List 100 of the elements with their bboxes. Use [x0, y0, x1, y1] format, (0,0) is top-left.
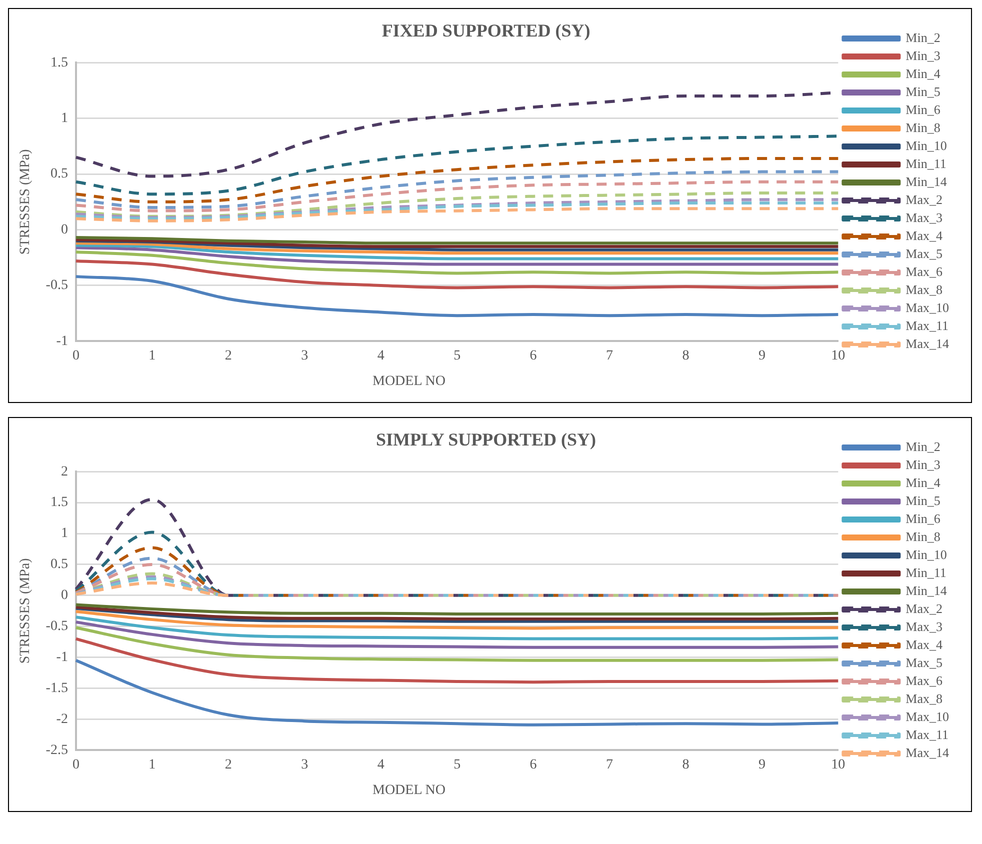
legend-label: Max_14	[906, 336, 950, 351]
legend-label: Max_14	[906, 744, 950, 760]
chart-title: SIMPLY SUPPORTED (SY)	[376, 429, 596, 450]
line-series	[74, 202, 840, 220]
y-tick-label: -2.5	[46, 742, 68, 758]
line-series	[74, 242, 840, 255]
line-series	[74, 275, 840, 318]
legend-label: Max_10	[906, 708, 950, 724]
line-series	[74, 180, 840, 212]
legend-label: Min_3	[906, 456, 940, 472]
x-tick-label: 9	[758, 348, 766, 364]
x-tick-label: 0	[72, 348, 80, 364]
y-tick-label: 0	[60, 588, 68, 604]
x-tick-label: 0	[72, 757, 80, 772]
legend-label: Min_2	[906, 30, 940, 45]
y-axis-title: STRESSES (MPa)	[18, 148, 34, 255]
legend-label: Max_4	[906, 636, 943, 652]
line-series	[74, 207, 840, 222]
x-tick-label: 3	[301, 348, 308, 364]
legend-label: Max_4	[906, 228, 943, 243]
line-series	[74, 244, 840, 260]
line-series	[74, 198, 840, 219]
x-tick-label: 2	[224, 757, 232, 772]
line-series	[74, 616, 840, 640]
x-tick-label: 4	[377, 757, 384, 772]
legend-label: Min_5	[906, 84, 940, 99]
line-series	[74, 191, 840, 218]
x-tick-label: 2	[224, 348, 232, 364]
x-tick-label: 8	[682, 757, 690, 772]
y-tick-label: 0	[60, 222, 68, 238]
y-tick-label: 0.5	[50, 166, 68, 182]
legend-label: Max_2	[906, 600, 943, 616]
x-tick-label: 5	[454, 757, 461, 772]
y-tick-label: -1	[56, 334, 68, 349]
y-tick-label: -0.5	[46, 278, 68, 294]
y-tick-label: -1.5	[46, 680, 68, 696]
legend-label: Max_2	[906, 192, 943, 207]
legend-label: Max_8	[906, 282, 943, 297]
line-series	[74, 603, 840, 616]
line-series	[74, 238, 840, 248]
x-tick-label: 5	[454, 348, 461, 364]
legend-label: Max_10	[906, 300, 950, 315]
legend-label: Min_6	[906, 510, 941, 526]
legend-label: Min_10	[906, 138, 947, 153]
legend-label: Min_3	[906, 48, 940, 63]
line-series	[74, 156, 840, 204]
line-series	[74, 626, 840, 662]
line-series	[74, 637, 840, 684]
x-tick-label: 10	[831, 348, 846, 364]
y-tick-label: 1.5	[50, 55, 68, 70]
x-tick-label: 8	[682, 348, 690, 364]
x-tick-label: 1	[148, 348, 156, 364]
line-series	[74, 246, 840, 266]
y-tick-label: 0.5	[50, 557, 68, 572]
y-tick-label: -0.5	[46, 619, 68, 634]
legend-label: Max_5	[906, 246, 943, 261]
y-tick-label: 2	[60, 464, 68, 480]
x-tick-label: 10	[831, 757, 846, 772]
x-tick-label: 9	[758, 757, 766, 772]
legend-label: Max_11	[906, 318, 949, 333]
legend-label: Min_4	[906, 474, 941, 490]
legend-label: Min_4	[906, 66, 941, 81]
y-tick-label: -1	[56, 650, 68, 666]
legend-label: Max_5	[906, 654, 943, 670]
legend-label: Max_3	[906, 210, 943, 225]
legend-label: Max_3	[906, 618, 943, 634]
legend-label: Min_5	[906, 492, 940, 508]
legend-label: Min_10	[906, 546, 947, 562]
line-series	[74, 250, 840, 275]
legend-label: Min_8	[906, 528, 940, 544]
legend-label: Min_11	[906, 156, 946, 171]
x-tick-label: 7	[606, 757, 614, 772]
legend-label: Min_14	[906, 174, 948, 189]
legend-label: Min_6	[906, 102, 941, 117]
legend-label: Max_6	[906, 672, 943, 688]
line-series	[74, 170, 840, 209]
x-tick-label: 3	[301, 757, 308, 772]
x-axis-title: MODEL NO	[372, 783, 446, 800]
y-axis-title: STRESSES (MPa)	[18, 558, 34, 664]
y-tick-label: 1	[60, 110, 68, 126]
legend-label: Min_11	[906, 564, 946, 580]
line-series	[74, 620, 840, 649]
line-series	[74, 259, 840, 290]
chart-title: FIXED SUPPORTED (SY)	[382, 20, 590, 40]
y-tick-label: 1.5	[50, 495, 68, 510]
x-tick-label: 4	[377, 348, 384, 364]
x-tick-label: 7	[606, 348, 614, 364]
line-series	[74, 658, 840, 726]
x-tick-label: 6	[530, 348, 537, 364]
legend-label: Min_14	[906, 582, 948, 598]
legend-label: Min_2	[906, 438, 940, 454]
y-tick-label: -2	[56, 712, 68, 727]
line-series	[74, 610, 840, 630]
legend-label: Max_11	[906, 726, 949, 742]
x-tick-label: 1	[148, 757, 156, 772]
legend-label: Min_8	[906, 120, 940, 135]
legend-label: Max_8	[906, 690, 943, 706]
x-axis-title: MODEL NO	[372, 374, 446, 391]
y-tick-label: 1	[60, 526, 68, 542]
x-tick-label: 6	[530, 757, 537, 772]
